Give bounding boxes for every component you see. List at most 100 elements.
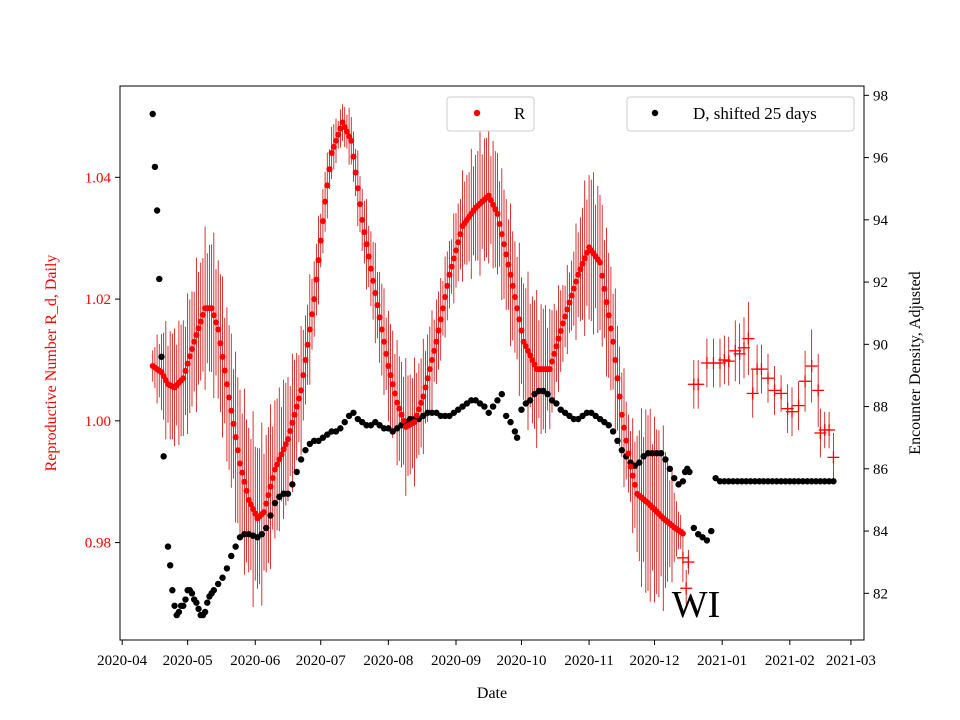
r-point [415, 406, 422, 413]
left-y-tick-label: 1.02 [85, 292, 111, 308]
r-point [374, 302, 381, 309]
r-point [597, 259, 603, 266]
r-point [295, 395, 302, 402]
r-point [577, 266, 584, 273]
r-point [261, 509, 267, 516]
d-point [690, 524, 698, 532]
x-tick-label: 2020-06 [230, 653, 280, 669]
r-series-points [149, 119, 686, 537]
r-point [631, 481, 638, 488]
d-point [228, 552, 235, 560]
r-point [618, 411, 625, 418]
x-tick-label: 2021-03 [826, 653, 876, 669]
r-point [291, 411, 298, 418]
r-point [219, 353, 226, 360]
x-tick-label: 2020-09 [431, 653, 481, 669]
r-projection-marker [692, 378, 705, 391]
legend-d: D, shifted 25 days [626, 96, 855, 132]
right-y-tick-label: 96 [873, 151, 889, 167]
r-point [280, 446, 287, 453]
left-y-tick-label: 1.04 [85, 170, 112, 186]
legend-d-box [626, 96, 855, 132]
d-point [223, 565, 231, 572]
right-y-tick-label: 86 [873, 462, 889, 478]
r-projection-marker [827, 451, 840, 464]
r-point [223, 381, 230, 388]
x-tick-label: 2020-07 [296, 653, 346, 669]
r-point [400, 417, 407, 424]
r-point [197, 318, 204, 325]
r-point [287, 427, 294, 434]
r-point [492, 206, 499, 213]
r-point [350, 153, 357, 160]
r-point [625, 450, 632, 457]
left-y-tick-label: 1.00 [85, 414, 111, 430]
r-point [599, 272, 606, 279]
d-point [293, 468, 300, 476]
r-projection-marker [680, 582, 693, 595]
r-point [503, 251, 510, 258]
r-point [252, 510, 259, 517]
d-point [502, 412, 510, 420]
r-point [313, 276, 320, 283]
r-projection-marker [738, 341, 750, 354]
left-y-axis: 0.98 1.00 1.02 1.04 [85, 170, 120, 552]
right-y-tick-label: 98 [873, 88, 888, 104]
r-projection-marker [768, 384, 781, 397]
r-point [433, 338, 440, 345]
right-y-tick-label: 82 [873, 586, 888, 602]
r-point [326, 166, 333, 173]
d-point [708, 527, 715, 535]
r-projection-marker [792, 399, 805, 412]
r-point [348, 137, 355, 144]
d-point [605, 422, 612, 429]
r-projection-marker [746, 387, 759, 400]
d-point [262, 524, 270, 532]
d-point [195, 605, 202, 613]
d-point [201, 608, 209, 616]
r-point [383, 350, 390, 357]
r-point [444, 282, 451, 289]
x-tick-label: 2020-10 [496, 653, 546, 669]
d-point [485, 409, 492, 416]
d-point [289, 481, 296, 488]
r-projection-marker [755, 363, 768, 376]
r-point [607, 325, 614, 332]
r-point [446, 271, 453, 278]
r-point [570, 285, 577, 292]
x-tick-label: 2020-11 [564, 653, 613, 669]
r-point [247, 501, 254, 508]
r-projection-markers [676, 332, 840, 595]
r-point [603, 299, 610, 306]
r-point [581, 255, 588, 262]
r-projection-marker [762, 372, 774, 385]
r-projection-marker [786, 405, 798, 418]
r-point [352, 169, 359, 176]
right-y-axis-label: Encounter Density, Adjusted [907, 271, 924, 454]
r-point [557, 328, 564, 335]
r-point [601, 285, 608, 292]
d-point [160, 453, 167, 460]
r-point [411, 419, 418, 426]
r-point [324, 182, 331, 189]
r-point [496, 220, 503, 227]
d-point [204, 599, 211, 606]
r-point [509, 282, 516, 289]
r-point [210, 312, 217, 319]
d-point [518, 406, 525, 413]
r-point [245, 496, 252, 503]
r-point [614, 375, 621, 382]
d-point [149, 110, 156, 118]
d-point [284, 490, 292, 497]
r-point [418, 399, 425, 406]
r-point [302, 356, 309, 363]
r-point [228, 407, 235, 414]
d-point [158, 353, 165, 360]
d-point [666, 465, 674, 473]
r-point [546, 366, 553, 373]
d-point [609, 428, 617, 435]
r-point [522, 343, 529, 350]
r-point [487, 197, 494, 204]
r-point [420, 393, 427, 400]
r-point [226, 394, 233, 401]
